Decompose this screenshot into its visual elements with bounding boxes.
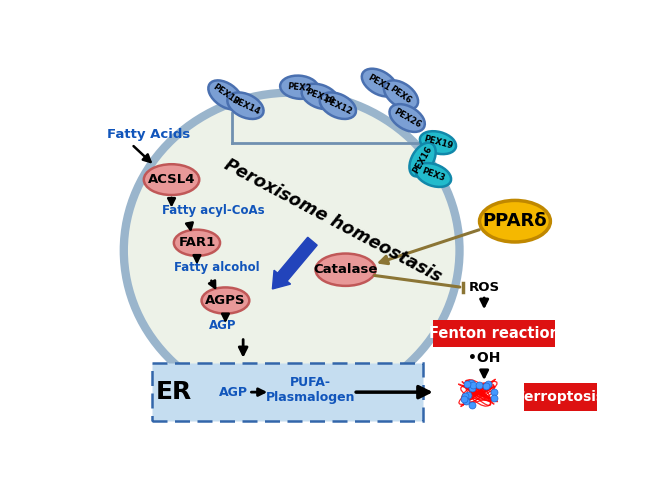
Text: ACSL4: ACSL4 xyxy=(148,173,195,186)
Text: ROS: ROS xyxy=(469,281,500,294)
FancyBboxPatch shape xyxy=(434,320,555,347)
Ellipse shape xyxy=(389,104,425,132)
Ellipse shape xyxy=(124,93,460,408)
Text: PEX19: PEX19 xyxy=(422,134,454,151)
Text: PEX3: PEX3 xyxy=(421,167,446,184)
Text: PEX6: PEX6 xyxy=(389,85,413,105)
Ellipse shape xyxy=(320,92,356,119)
Text: Fenton reaction: Fenton reaction xyxy=(429,326,560,341)
Ellipse shape xyxy=(362,69,397,97)
Text: Fatty Acids: Fatty Acids xyxy=(107,128,190,142)
Text: FAR1: FAR1 xyxy=(179,236,215,249)
Ellipse shape xyxy=(420,131,456,154)
FancyArrow shape xyxy=(272,237,317,289)
Text: PEX2: PEX2 xyxy=(287,82,312,93)
Text: AGP: AGP xyxy=(219,385,248,398)
FancyBboxPatch shape xyxy=(151,363,423,421)
Text: PEX1: PEX1 xyxy=(367,72,392,93)
Text: ER: ER xyxy=(156,380,192,404)
Text: PEX10: PEX10 xyxy=(304,87,336,106)
Ellipse shape xyxy=(384,80,418,110)
Text: PUFA-
Plasmalogen: PUFA- Plasmalogen xyxy=(266,376,355,404)
Text: Peroxisome homeostasis: Peroxisome homeostasis xyxy=(221,156,445,286)
Ellipse shape xyxy=(144,164,199,195)
Text: PEX16: PEX16 xyxy=(411,144,434,175)
Text: AGP: AGP xyxy=(209,319,236,332)
Ellipse shape xyxy=(208,80,243,110)
Text: PEX13: PEX13 xyxy=(211,83,240,107)
Text: PEX12: PEX12 xyxy=(322,95,353,116)
Text: Fatty alcohol: Fatty alcohol xyxy=(174,261,260,274)
Ellipse shape xyxy=(302,84,339,109)
Ellipse shape xyxy=(409,142,436,176)
Text: Fatty acyl-CoAs: Fatty acyl-CoAs xyxy=(163,204,265,217)
Ellipse shape xyxy=(227,92,264,119)
Text: AGPS: AGPS xyxy=(205,294,246,307)
Ellipse shape xyxy=(316,254,375,286)
Ellipse shape xyxy=(280,76,318,99)
Ellipse shape xyxy=(174,230,220,256)
Ellipse shape xyxy=(201,287,250,313)
FancyBboxPatch shape xyxy=(524,383,597,411)
Text: Ferroptosis: Ferroptosis xyxy=(516,390,605,404)
Ellipse shape xyxy=(480,200,551,242)
Text: PEX26: PEX26 xyxy=(392,107,422,129)
Text: PEX14: PEX14 xyxy=(230,95,261,116)
Text: Catalase: Catalase xyxy=(313,263,378,276)
Text: PPARδ: PPARδ xyxy=(482,212,547,230)
Ellipse shape xyxy=(415,163,451,187)
Text: •OH: •OH xyxy=(468,351,500,365)
